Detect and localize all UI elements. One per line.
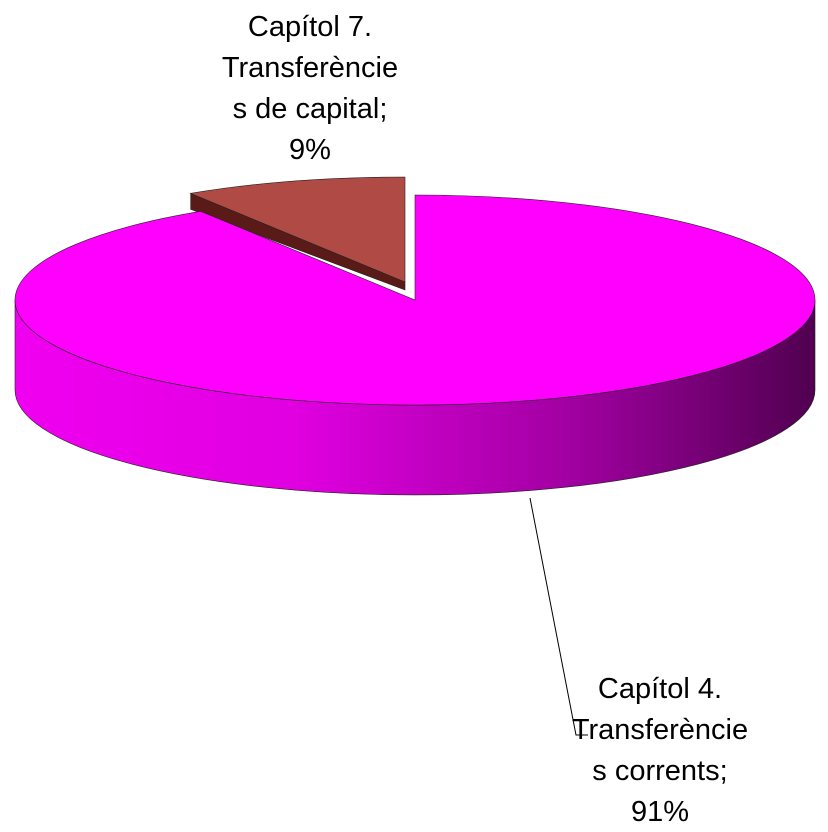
- data-label: Capítol 7. Transferèncie s de capital; 9%: [222, 11, 398, 166]
- data-label-line: s corrents: [592, 755, 719, 787]
- data-label-line: Capítol 7.: [248, 11, 372, 43]
- value-label: 9%: [289, 134, 331, 166]
- data-label: Capítol 4. Transferèncie s corrents; 91%: [572, 673, 748, 828]
- data-label-line: s de capital: [233, 93, 380, 125]
- data-label-line: Capítol 4.: [598, 673, 722, 705]
- label-separator: ;: [720, 755, 728, 787]
- value-label: 91%: [631, 796, 689, 828]
- leader-line: [529, 497, 588, 736]
- label-separator: ;: [379, 93, 387, 125]
- slice: [14, 194, 816, 406]
- slice: [189, 176, 406, 283]
- data-label-line: Transferèncie: [222, 52, 398, 84]
- data-label-line: Transferèncie: [572, 714, 748, 746]
